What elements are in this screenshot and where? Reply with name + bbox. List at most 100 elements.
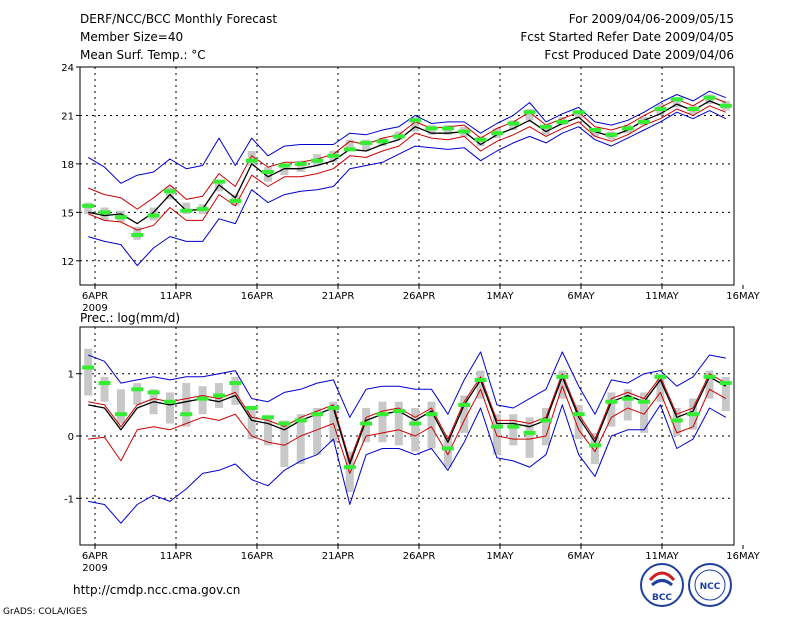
median-marker: [392, 409, 405, 414]
source-url: http://cmdp.ncc.cma.gov.cn: [73, 583, 240, 597]
ensemble-box: [182, 202, 191, 214]
median-marker: [605, 132, 618, 137]
ensemble-box: [476, 370, 485, 399]
ensemble-box: [84, 348, 93, 396]
x-tick-label: 6MAY: [567, 291, 595, 302]
x-tick-label: 1MAY: [486, 291, 514, 302]
x-tick-label: 26APR: [403, 551, 436, 562]
lower-spread-line: [88, 105, 726, 231]
ensemble-box: [721, 376, 730, 412]
chart-title: DERF/NCC/BCC Monthly Forecast: [80, 12, 277, 26]
median-marker: [425, 412, 438, 417]
median-marker: [180, 412, 193, 417]
ensemble-box: [231, 376, 240, 405]
median-marker: [327, 405, 340, 410]
median-marker: [82, 365, 95, 370]
ensemble-box: [443, 436, 452, 468]
median-marker: [294, 161, 307, 166]
median-marker: [621, 396, 634, 401]
median-marker: [180, 208, 193, 213]
median-marker: [409, 421, 422, 426]
ncc-logo: NCC: [688, 563, 732, 607]
median-marker: [523, 110, 536, 115]
x-tick-label: 6MAY: [567, 551, 595, 562]
median-marker: [539, 124, 552, 129]
median-marker: [507, 424, 520, 429]
x-year-label: 2009: [82, 563, 107, 574]
median-marker: [311, 412, 324, 417]
ensemble-box: [541, 407, 550, 446]
ensemble-box: [541, 125, 550, 135]
median-marker: [311, 158, 324, 163]
median-marker: [474, 377, 487, 382]
y-tick-label: 0: [68, 432, 74, 443]
ensemble-box: [264, 167, 273, 182]
ensemble-box: [329, 401, 338, 443]
median-marker: [147, 390, 160, 395]
median-marker: [474, 137, 487, 142]
ensemble-box: [607, 392, 616, 427]
ensemble-box: [378, 401, 387, 443]
y-tick-label: 15: [61, 208, 74, 219]
forecast-period: For 2009/04/06-2009/05/15: [569, 12, 734, 26]
median-marker: [605, 399, 618, 404]
median-marker: [327, 153, 340, 158]
median-marker: [654, 374, 667, 379]
grads-credit: GrADS: COLA/IGES: [3, 607, 87, 617]
median-marker: [82, 203, 95, 208]
precipitation-panel: 6APR 11APR 16APR 21APR 26APR 1MAY 6MAY 11MAY 16M…: [64, 326, 761, 574]
median-marker: [360, 421, 373, 426]
x-year-label: 2009: [82, 303, 107, 314]
ensemble-box: [574, 110, 583, 119]
median-marker: [343, 147, 356, 152]
ensemble-box: [640, 392, 649, 433]
x-tick-label: 6APR: [82, 551, 108, 562]
ensemble-box: [509, 414, 518, 446]
y-tick-label: -1: [64, 494, 74, 505]
y-tick-label: 12: [61, 257, 74, 268]
median-marker: [163, 399, 176, 404]
ensemble-box: [165, 392, 174, 424]
median-marker: [719, 381, 732, 386]
ensemble-box: [525, 417, 534, 458]
max-envelope-line: [88, 351, 726, 418]
ncc-logo-text: NCC: [700, 582, 721, 592]
plot-frame: [79, 66, 735, 286]
median-marker: [638, 399, 651, 404]
x-tick-label: 11MAY: [645, 551, 679, 562]
median-marker: [98, 381, 111, 386]
median-marker: [409, 118, 422, 123]
ensemble-box: [672, 97, 681, 108]
ensemble-box: [280, 420, 289, 468]
median-marker: [376, 412, 389, 417]
median-marker: [589, 443, 602, 448]
upper-spread-line: [88, 373, 727, 462]
ensemble-box: [623, 389, 632, 421]
bcc-logo-text: BCC: [652, 593, 672, 603]
median-marker: [376, 139, 389, 144]
median-marker: [670, 418, 683, 423]
median-marker: [131, 387, 144, 392]
temperature-panel: 6APR 11APR 16APR 21APR 26APR 1MAY 6MAY 11MAY 16M…: [61, 63, 760, 314]
x-tick-label: 26APR: [403, 291, 436, 302]
upper-spread-line: [88, 95, 726, 210]
median-marker: [572, 412, 585, 417]
ensemble-box: [525, 108, 534, 121]
y-tick-label: 21: [61, 111, 74, 122]
median-marker: [392, 134, 405, 139]
median-marker: [245, 158, 258, 163]
min-envelope-line: [88, 110, 727, 267]
ensemble-box: [591, 432, 600, 465]
x-tick-label: 21APR: [322, 291, 355, 302]
median-marker: [654, 106, 667, 111]
ensemble-box: [264, 417, 273, 446]
x-tick-label: 11MAY: [645, 291, 679, 302]
median-marker: [278, 421, 291, 426]
ensemble-box: [394, 401, 403, 446]
median-marker: [539, 418, 552, 423]
median-marker: [294, 418, 307, 423]
ensemble-box: [296, 160, 305, 172]
median-marker: [229, 381, 242, 386]
